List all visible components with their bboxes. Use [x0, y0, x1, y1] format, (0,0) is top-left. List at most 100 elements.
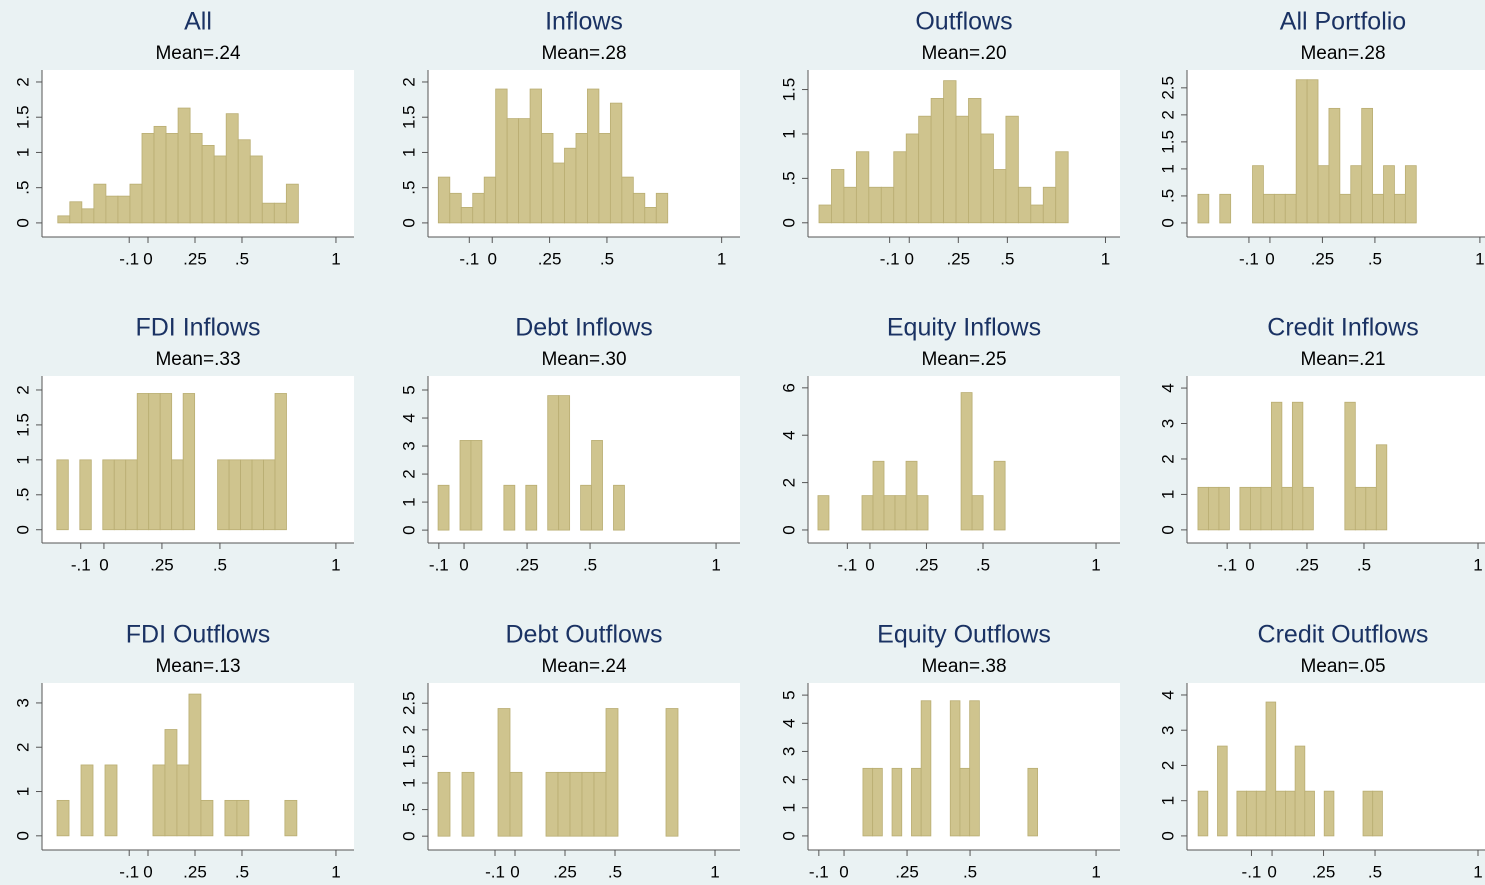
- panel-subtitle: Mean=.30: [541, 349, 626, 370]
- bar: [905, 460, 918, 531]
- y-tick-label: 1: [13, 787, 32, 796]
- bar: [644, 207, 657, 224]
- y-tick-label: 1: [399, 148, 418, 157]
- y-tick-label: 6: [779, 383, 798, 392]
- bar: [240, 459, 253, 531]
- bar: [593, 771, 607, 837]
- bar: [569, 771, 583, 837]
- bar: [437, 771, 451, 837]
- plot-area: [1187, 376, 1485, 543]
- x-tick-label: 0: [839, 862, 848, 881]
- bar: [632, 192, 646, 224]
- x-tick-label: 0: [488, 249, 497, 268]
- bar: [518, 118, 531, 224]
- x-tick-label: .25: [915, 555, 939, 574]
- x-tick-label: .25: [183, 862, 207, 881]
- panel-title: All Portfolio: [1280, 8, 1406, 36]
- bar: [969, 700, 980, 837]
- bar: [1252, 165, 1264, 224]
- x-tick-label: .25: [1295, 555, 1319, 574]
- bar: [621, 176, 634, 224]
- bar: [591, 440, 603, 531]
- x-tick-label: .5: [583, 555, 597, 574]
- bar: [868, 186, 882, 224]
- bar: [80, 764, 94, 837]
- bar: [201, 144, 215, 224]
- bar: [558, 395, 571, 531]
- bar: [136, 393, 150, 531]
- panel: Credit Outflows Mean=.05 0 1 2 3 4 -.1 0 .25 .5 1: [1158, 621, 1485, 881]
- bar: [213, 155, 227, 224]
- panel-title: Equity Inflows: [887, 314, 1041, 342]
- y-tick-label: 3: [13, 698, 32, 707]
- bar: [1372, 193, 1384, 224]
- bar: [557, 771, 571, 837]
- bar: [237, 139, 251, 224]
- x-tick-label: .25: [183, 249, 207, 268]
- x-tick-label: 1: [710, 862, 719, 881]
- x-tick-label: .5: [1368, 249, 1382, 268]
- bar: [483, 176, 497, 224]
- y-tick-label: 2: [1158, 761, 1177, 770]
- panel-subtitle: Mean=.28: [541, 43, 626, 64]
- bar: [1197, 790, 1209, 837]
- y-tick-label: 0: [779, 831, 798, 840]
- bar: [284, 799, 298, 837]
- x-tick-label: .5: [1000, 249, 1014, 268]
- y-tick-label: 3: [399, 441, 418, 450]
- x-tick-label: -.1: [1217, 555, 1237, 574]
- bar: [497, 708, 511, 837]
- bar: [152, 764, 166, 837]
- x-tick-label: 1: [1091, 862, 1100, 881]
- bar: [171, 459, 184, 531]
- x-tick-label: 0: [865, 555, 874, 574]
- bar: [274, 393, 287, 531]
- bar: [1275, 790, 1286, 837]
- bar: [1217, 745, 1228, 837]
- bar: [930, 98, 944, 224]
- y-tick-label: 4: [399, 413, 418, 422]
- x-tick-label: -.1: [459, 249, 479, 268]
- bar: [1304, 790, 1315, 837]
- bar: [1361, 107, 1374, 224]
- y-tick-label: 1: [1158, 490, 1177, 499]
- x-tick-label: .25: [946, 249, 970, 268]
- bar: [102, 459, 115, 531]
- x-tick-label: .5: [1357, 555, 1371, 574]
- x-tick-label: .25: [515, 555, 539, 574]
- bar: [263, 459, 276, 531]
- x-tick-label: 1: [1091, 555, 1100, 574]
- bar: [1027, 767, 1038, 837]
- bar: [943, 80, 957, 224]
- x-tick-label: 1: [1475, 249, 1484, 268]
- panel-title: FDI Outflows: [126, 621, 270, 649]
- bar: [1255, 790, 1267, 837]
- y-tick-label: 4: [779, 430, 798, 439]
- x-tick-label: .25: [1312, 862, 1336, 881]
- panel-subtitle: Mean=.05: [1300, 656, 1385, 677]
- x-tick-label: .25: [895, 862, 919, 881]
- panel: Debt Inflows Mean=.30 0 1 2 3 4 5 -.1 0 .25 .5 1: [399, 314, 740, 574]
- bar: [437, 176, 451, 224]
- x-tick-label: 0: [459, 555, 468, 574]
- y-tick-label: 2: [13, 77, 32, 86]
- y-tick-label: 2: [779, 775, 798, 784]
- bar: [148, 393, 161, 531]
- bar: [261, 202, 275, 224]
- bar: [843, 186, 857, 224]
- y-tick-label: 0: [399, 831, 418, 840]
- bar: [872, 767, 883, 837]
- panel: Equity Outflows Mean=.38 0 1 2 3 4 5 -.1 0 .25 .5 1: [779, 621, 1120, 881]
- bar: [1246, 790, 1257, 837]
- bar: [955, 115, 969, 224]
- y-tick-label: 0: [399, 525, 418, 534]
- bar: [177, 107, 191, 224]
- x-tick-label: -.1: [1239, 249, 1259, 268]
- x-tick-label: .5: [213, 555, 227, 574]
- bar: [541, 133, 554, 224]
- x-tick-label: 1: [1473, 862, 1482, 881]
- bar: [472, 192, 485, 224]
- panel-title: All: [184, 8, 212, 36]
- bar: [176, 764, 190, 837]
